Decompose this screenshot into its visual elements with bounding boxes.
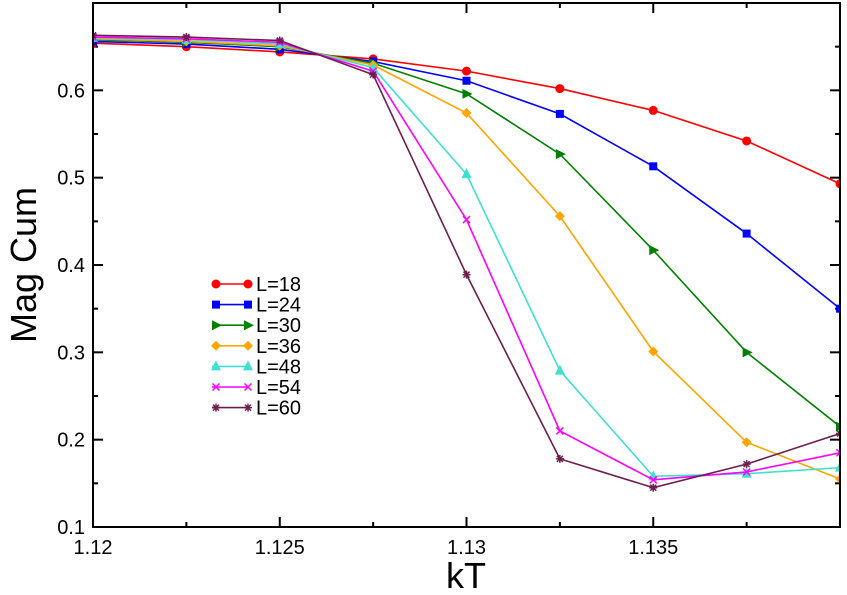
data-point xyxy=(462,215,471,224)
y-tick-label: 0.3 xyxy=(57,342,85,364)
data-point xyxy=(648,346,659,357)
data-point xyxy=(555,426,564,435)
data-point xyxy=(554,364,565,375)
legend-item: L=30 xyxy=(212,315,301,337)
legend-item: L=60 xyxy=(212,398,301,420)
legend-marker xyxy=(211,279,221,289)
legend-marker xyxy=(211,340,221,351)
data-point xyxy=(649,483,658,492)
data-point xyxy=(835,448,840,457)
legend-marker xyxy=(211,360,221,371)
legend-marker xyxy=(244,320,254,331)
legend-label: L=18 xyxy=(256,274,301,296)
legend-label: L=60 xyxy=(256,398,301,420)
y-tick-label: 0.4 xyxy=(57,255,85,277)
data-point xyxy=(741,437,752,448)
y-axis-ticks: 0.1 0.2 0.3 0.4 0.5 0.6 xyxy=(57,45,840,539)
legend: L=18L=24L=30L=36L=48L=54L=60 xyxy=(211,274,301,420)
data-point xyxy=(555,149,566,160)
legend-marker xyxy=(243,340,253,351)
legend-label: L=48 xyxy=(256,356,301,378)
data-point xyxy=(835,461,840,472)
legend-marker xyxy=(243,382,253,392)
legend-item: L=48 xyxy=(211,356,301,378)
legend-marker xyxy=(211,382,221,392)
data-point xyxy=(462,270,471,279)
data-point xyxy=(182,33,191,42)
data-point xyxy=(649,162,658,171)
legend-label: L=54 xyxy=(256,377,301,399)
y-tick-label: 0.6 xyxy=(57,80,85,102)
data-point xyxy=(742,136,752,146)
data-point xyxy=(369,70,378,79)
data-point xyxy=(554,211,565,222)
legend-marker xyxy=(212,320,222,331)
data-point xyxy=(648,105,658,115)
legend-marker xyxy=(244,403,252,412)
legend-label: L=24 xyxy=(256,295,301,317)
data-point xyxy=(649,475,658,484)
data-point xyxy=(275,36,284,45)
x-tick-label: 1.12 xyxy=(74,537,113,559)
series-layer xyxy=(93,31,840,492)
data-point xyxy=(461,168,472,179)
data-point xyxy=(835,473,840,484)
data-point xyxy=(742,229,751,238)
legend-item: L=18 xyxy=(211,274,301,296)
legend-item: L=36 xyxy=(211,336,301,358)
y-axis-title: Mag Cum xyxy=(3,187,44,343)
legend-label: L=30 xyxy=(256,315,301,337)
data-point xyxy=(461,108,472,119)
legend-marker xyxy=(243,279,253,289)
data-point xyxy=(742,460,751,469)
data-point xyxy=(836,304,840,313)
series-L=60 xyxy=(93,31,840,492)
y-tick-label: 0.5 xyxy=(57,168,85,190)
plot-area xyxy=(93,3,840,527)
legend-marker xyxy=(243,360,253,371)
data-point xyxy=(462,66,471,76)
legend-marker xyxy=(212,403,220,412)
plot-frame xyxy=(92,2,841,528)
data-point xyxy=(649,245,660,256)
data-point xyxy=(555,109,564,118)
data-point xyxy=(555,84,565,94)
x-axis-title: kT xyxy=(446,555,486,595)
x-tick-label: 1.13 xyxy=(447,537,486,559)
data-point xyxy=(835,179,840,189)
data-point xyxy=(462,88,473,99)
data-point xyxy=(462,76,471,85)
x-tick-label: 1.125 xyxy=(255,537,305,559)
y-tick-label: 0.1 xyxy=(57,517,85,539)
legend-marker xyxy=(244,300,252,309)
legend-item: L=54 xyxy=(211,377,301,399)
y-tick-label: 0.2 xyxy=(57,430,85,452)
x-tick-label: 1.135 xyxy=(628,537,678,559)
legend-marker xyxy=(212,300,220,309)
data-point xyxy=(742,467,751,477)
data-point xyxy=(555,454,564,463)
legend-item: L=24 xyxy=(212,295,301,317)
data-point xyxy=(742,347,753,358)
legend-label: L=36 xyxy=(256,336,301,358)
